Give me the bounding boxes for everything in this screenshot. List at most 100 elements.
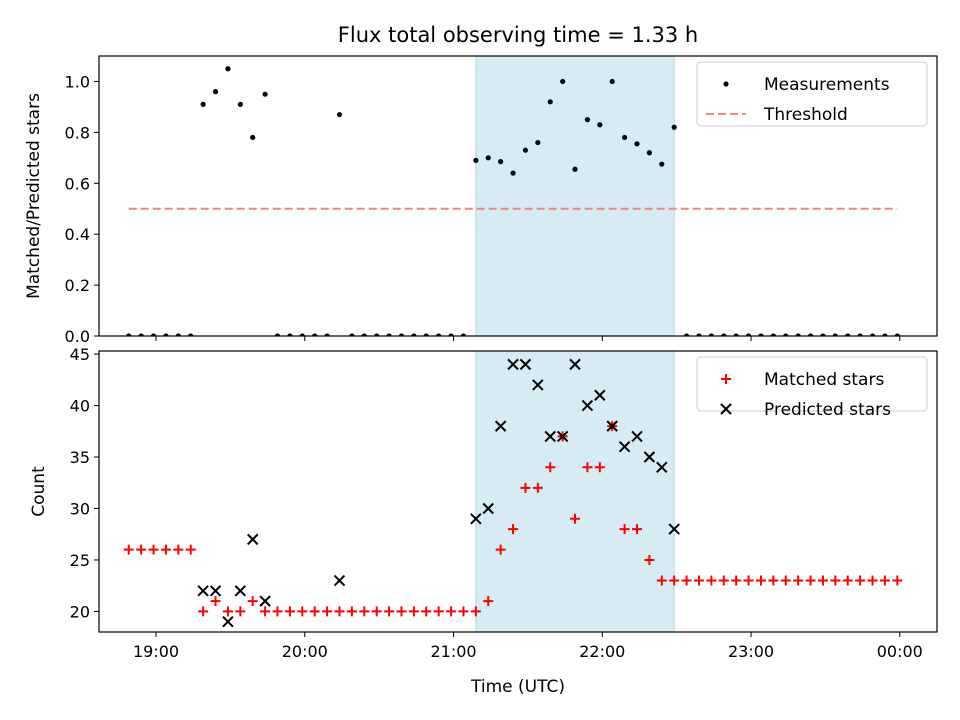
measurement-point: [845, 333, 851, 336]
matched-point: [718, 575, 729, 586]
matched-point: [681, 575, 692, 586]
x-tick-label: 19:00: [133, 642, 179, 661]
measurement-point: [312, 333, 318, 336]
measurement-point: [126, 333, 132, 336]
measurement-point: [274, 333, 281, 336]
measurement-point: [349, 333, 355, 336]
legend-label: Measurements: [764, 75, 890, 95]
matched-point: [210, 596, 221, 607]
shaded-interval: [475, 55, 675, 337]
matched-point: [532, 482, 543, 493]
legend-label: Predicted stars: [764, 400, 891, 420]
measurement-point: [622, 134, 628, 141]
y-tick-label: 0.2: [65, 276, 90, 295]
predicted-point: [209, 585, 222, 597]
measurement-point: [411, 333, 417, 336]
measurement-point: [646, 150, 653, 156]
measurement-point: [448, 333, 454, 336]
matched-point: [594, 462, 605, 473]
matched-point: [359, 606, 370, 617]
matched-point: [483, 596, 494, 607]
predicted-point: [643, 451, 656, 463]
predicted-point: [569, 358, 581, 371]
measurement-point: [547, 99, 553, 105]
matched-point: [768, 575, 779, 586]
predicted-point: [494, 420, 507, 432]
measurement-point: [783, 333, 789, 336]
measurement-point: [733, 333, 739, 336]
plot-frame: [98, 55, 938, 337]
matched-point: [495, 544, 506, 555]
measurement-point: [597, 122, 603, 128]
data-layer: [126, 66, 900, 336]
measurement-point: [857, 333, 863, 336]
matched-point: [793, 575, 804, 586]
matched-point: [582, 462, 593, 473]
measurement-point: [770, 333, 776, 336]
matched-point: [371, 606, 382, 617]
bottom-panel: 20 25 30 35 40 45 19:00 20:00 21:00 22:00 23:00 00:…: [29, 345, 938, 661]
measurement-point: [225, 66, 231, 72]
matched-point: [656, 575, 667, 586]
measurement-point: [436, 333, 442, 336]
matched-point: [160, 544, 171, 555]
measurement-point: [522, 147, 529, 153]
legend-marker-measurements: [723, 81, 729, 87]
predicted-point: [532, 379, 544, 391]
y-tick-label: 1.0: [65, 72, 90, 91]
y-tick-label: 35: [70, 448, 90, 467]
matched-point: [173, 544, 184, 555]
matched-point: [508, 524, 519, 535]
measurement-point: [708, 333, 714, 336]
measurement-point: [299, 333, 305, 336]
measurement-point: [584, 117, 591, 123]
measurement-point: [572, 166, 578, 172]
matched-point: [322, 606, 333, 617]
predicted-point: [519, 358, 532, 371]
matched-point: [458, 606, 469, 617]
y-tick-label: 0.4: [65, 225, 90, 244]
y-tick-label: 0.0: [65, 327, 90, 346]
measurement-point: [683, 333, 690, 336]
matched-point: [297, 606, 308, 617]
matched-point: [805, 575, 816, 586]
predicted-point: [581, 399, 594, 412]
matched-point: [470, 606, 481, 617]
matched-point: [346, 606, 357, 617]
x-axis-label: Time (UTC): [470, 677, 565, 697]
matched-point: [334, 606, 345, 617]
matched-point: [879, 575, 890, 586]
predicted-point: [618, 441, 631, 453]
legend-box: [696, 61, 928, 127]
matched-point: [446, 606, 457, 617]
predicted-point: [333, 574, 346, 587]
measurement-point: [138, 333, 144, 336]
matched-point: [731, 575, 742, 586]
y-tick-label: 40: [70, 397, 90, 416]
matched-point: [830, 575, 841, 586]
shaded-interval: [475, 350, 675, 633]
matched-point: [570, 513, 581, 524]
matched-point: [408, 606, 419, 617]
predicted-point: [259, 595, 271, 607]
predicted-point: [668, 523, 680, 535]
chart-title: Flux total observing time = 1.33 h: [338, 23, 698, 47]
measurement-point: [200, 101, 206, 107]
matched-point: [743, 575, 754, 586]
measurement-point: [386, 333, 392, 336]
matched-point: [817, 575, 828, 586]
matched-point: [247, 596, 258, 607]
matched-point: [892, 575, 903, 586]
matched-point: [123, 544, 134, 555]
measurement-point: [175, 333, 181, 336]
y-tick-label: 25: [70, 551, 90, 570]
predicted-point: [556, 430, 569, 443]
measurement-point: [807, 333, 814, 336]
matched-point: [384, 606, 395, 617]
data-layer: [123, 358, 903, 628]
x-tick-label: 21:00: [430, 642, 476, 661]
matched-point: [235, 606, 246, 617]
measurement-point: [894, 333, 900, 336]
matched-point: [842, 575, 853, 586]
